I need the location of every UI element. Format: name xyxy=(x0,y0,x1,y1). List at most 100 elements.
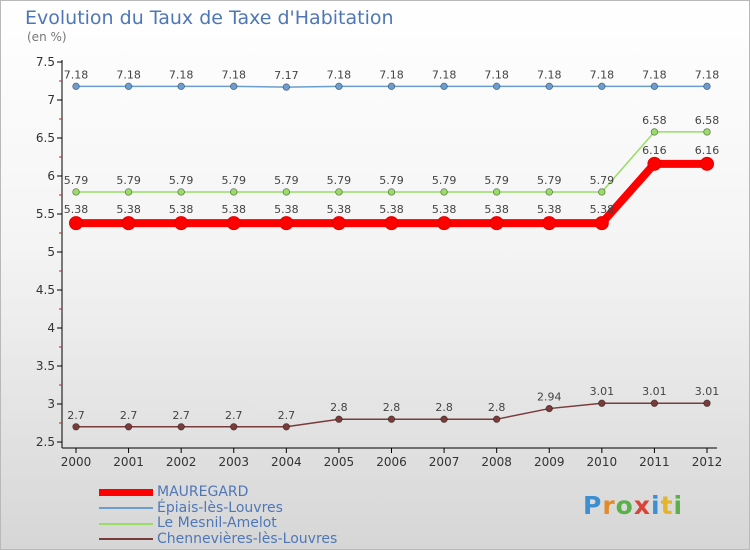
data-label-epiais-les-louvres: 7.18 xyxy=(116,68,141,81)
data-point-mauregard xyxy=(542,216,557,231)
data-point-epiais-les-louvres xyxy=(650,82,659,91)
data-point-le-mesnil-amelot xyxy=(335,188,343,196)
x-tick-label: 2002 xyxy=(166,455,197,469)
x-tick-label: 2008 xyxy=(481,455,512,469)
data-label-epiais-les-louvres: 7.18 xyxy=(222,68,247,81)
data-label-mauregard: 6.16 xyxy=(642,144,667,157)
data-label-le-mesnil-amelot: 5.79 xyxy=(432,174,457,187)
data-point-chennevieres-les-louvres xyxy=(124,423,133,431)
data-point-mauregard xyxy=(174,216,189,231)
y-axis-unit-label: (en %) xyxy=(27,30,67,44)
data-point-epiais-les-louvres xyxy=(230,82,238,91)
data-point-epiais-les-louvres xyxy=(124,82,133,91)
x-tick-label: 2007 xyxy=(429,455,460,469)
x-tick-label: 2000 xyxy=(61,455,92,469)
data-label-le-mesnil-amelot: 5.79 xyxy=(379,174,404,187)
data-point-epiais-les-louvres xyxy=(598,82,606,91)
data-label-epiais-les-louvres: 7.18 xyxy=(695,68,720,81)
x-tick-label: 2001 xyxy=(113,455,144,469)
data-label-epiais-les-louvres: 7.18 xyxy=(169,68,194,81)
data-point-chennevieres-les-louvres xyxy=(703,399,711,407)
data-point-le-mesnil-amelot xyxy=(72,188,80,196)
data-point-chennevieres-les-louvres xyxy=(440,415,448,423)
data-point-mauregard xyxy=(594,216,609,231)
data-label-chennevieres-les-louvres: 2.7 xyxy=(67,409,85,422)
data-point-le-mesnil-amelot xyxy=(440,188,448,196)
data-point-chennevieres-les-louvres xyxy=(177,423,185,431)
data-label-epiais-les-louvres: 7.17 xyxy=(274,69,299,82)
data-point-epiais-les-louvres xyxy=(335,82,343,91)
data-point-le-mesnil-amelot xyxy=(492,188,501,196)
y-tick-label: 2.5 xyxy=(36,435,55,449)
y-tick-label: 3 xyxy=(47,397,55,411)
data-point-epiais-les-louvres xyxy=(282,83,291,91)
data-point-mauregard xyxy=(489,216,504,231)
data-label-chennevieres-les-louvres: 2.7 xyxy=(172,409,190,422)
data-label-epiais-les-louvres: 7.18 xyxy=(432,68,457,81)
x-tick-label: 2010 xyxy=(587,455,618,469)
y-tick-label: 3.5 xyxy=(36,359,55,373)
y-tick-label: 4 xyxy=(47,321,55,335)
data-point-mauregard xyxy=(647,156,662,171)
data-point-chennevieres-les-louvres xyxy=(650,399,659,407)
data-label-chennevieres-les-louvres: 3.01 xyxy=(642,385,667,398)
data-point-chennevieres-les-louvres xyxy=(492,415,501,423)
data-point-le-mesnil-amelot xyxy=(230,188,238,196)
data-label-chennevieres-les-louvres: 2.94 xyxy=(537,391,562,404)
data-point-le-mesnil-amelot xyxy=(545,188,553,196)
data-point-le-mesnil-amelot xyxy=(282,188,291,196)
data-point-mauregard xyxy=(226,216,241,231)
data-label-le-mesnil-amelot: 5.79 xyxy=(274,174,299,187)
y-tick-label: 6 xyxy=(47,169,55,183)
x-tick-label: 2012 xyxy=(692,455,723,469)
data-point-mauregard xyxy=(69,216,83,231)
data-label-mauregard: 5.38 xyxy=(116,203,141,216)
data-point-le-mesnil-amelot xyxy=(177,188,185,196)
data-label-mauregard: 5.38 xyxy=(169,203,194,216)
legend-item-mauregard: MAUREGARD xyxy=(99,484,337,501)
data-label-epiais-les-louvres: 7.18 xyxy=(379,68,404,81)
data-point-mauregard xyxy=(700,156,714,171)
chart-legend: MAUREGARD Épiais-lès-Louvres Le Mesnil-A… xyxy=(99,484,338,547)
data-label-epiais-les-louvres: 7.18 xyxy=(64,68,89,81)
legend-swatch-chennevieres-les-louvres xyxy=(99,538,153,541)
legend-item-epiais-les-louvres: Épiais-lès-Louvres xyxy=(99,499,337,517)
data-label-chennevieres-les-louvres: 2.7 xyxy=(120,409,138,422)
data-point-epiais-les-louvres xyxy=(177,82,185,91)
data-label-le-mesnil-amelot: 5.79 xyxy=(222,174,247,187)
y-tick-label: 5 xyxy=(47,245,55,259)
data-point-mauregard xyxy=(121,216,136,231)
x-tick-label: 2009 xyxy=(534,455,565,469)
data-label-le-mesnil-amelot: 5.79 xyxy=(484,174,509,187)
data-point-epiais-les-louvres xyxy=(387,82,396,91)
data-label-le-mesnil-amelot: 5.79 xyxy=(590,174,615,187)
y-tick-label: 5.5 xyxy=(36,207,55,221)
legend-swatch-epiais-les-louvres xyxy=(99,507,153,510)
data-label-epiais-les-louvres: 7.18 xyxy=(327,68,352,81)
proxiti-logo: Proxiti xyxy=(583,491,684,520)
legend-label-chennevieres-les-louvres: Chennevières-lès-Louvres xyxy=(157,530,338,547)
data-point-chennevieres-les-louvres xyxy=(545,404,553,413)
x-tick-label: 2011 xyxy=(639,455,670,469)
data-label-mauregard: 5.38 xyxy=(64,203,89,216)
data-label-chennevieres-les-louvres: 2.8 xyxy=(383,401,401,414)
data-label-mauregard: 5.38 xyxy=(379,203,404,216)
data-label-le-mesnil-amelot: 5.79 xyxy=(537,174,562,187)
legend-label-mauregard: MAUREGARD xyxy=(157,484,249,500)
data-label-chennevieres-les-louvres: 2.7 xyxy=(225,409,243,422)
data-point-le-mesnil-amelot xyxy=(703,128,711,136)
data-label-chennevieres-les-louvres: 2.8 xyxy=(435,401,453,414)
legend-item-le-mesnil-amelot: Le Mesnil-Amelot xyxy=(99,515,337,532)
data-label-le-mesnil-amelot: 5.79 xyxy=(64,174,89,187)
y-tick-label: 7 xyxy=(47,93,55,107)
data-point-epiais-les-louvres xyxy=(703,82,711,91)
y-tick-label: 4.5 xyxy=(36,283,55,297)
data-point-epiais-les-louvres xyxy=(72,82,80,91)
data-label-chennevieres-les-louvres: 3.01 xyxy=(695,385,720,398)
legend-label-epiais-les-louvres: Épiais-lès-Louvres xyxy=(157,499,283,516)
data-label-le-mesnil-amelot: 5.79 xyxy=(327,174,352,187)
data-label-epiais-les-louvres: 7.18 xyxy=(590,68,615,81)
data-point-chennevieres-les-louvres xyxy=(335,415,343,423)
